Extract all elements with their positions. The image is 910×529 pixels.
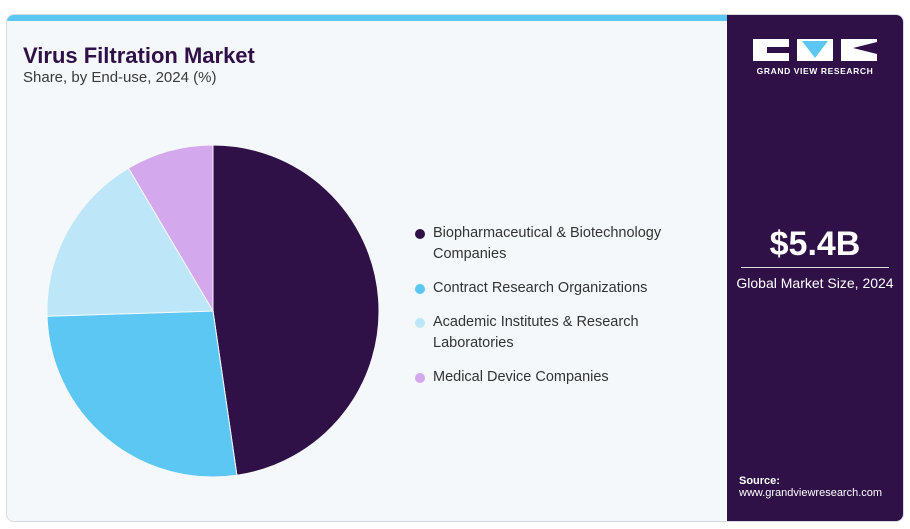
source-label: Source: <box>739 475 780 487</box>
brand-logo-icon <box>753 39 877 61</box>
sidebar: GRAND VIEW RESEARCH $5.4B Global Market … <box>727 15 903 521</box>
chart-card: Virus Filtration Market Share, by End-us… <box>6 14 904 522</box>
brand-name: GRAND VIEW RESEARCH <box>756 66 874 76</box>
kpi-divider <box>741 267 889 268</box>
legend-swatch <box>415 373 425 383</box>
pie-slice-2 <box>46 167 214 317</box>
legend-label: Medical Device Companies <box>433 369 609 385</box>
source-url: www.grandviewresearch.com <box>739 487 883 499</box>
legend-label: Academic Institutes & Research Laborator… <box>433 314 639 351</box>
legend-item-medical-device: Medical Device Companies <box>415 367 715 388</box>
chart-legend: Biopharmaceutical & Biotechnology Compan… <box>415 223 715 401</box>
pie-slice-3 <box>127 144 214 313</box>
market-size-value: $5.4B <box>769 225 861 263</box>
legend-swatch <box>415 318 425 328</box>
legend-swatch <box>415 284 425 294</box>
legend-item-cro: Contract Research Organizations <box>415 278 715 299</box>
brand-logo: GRAND VIEW RESEARCH <box>753 39 877 76</box>
legend-item-academic: Academic Institutes & Research Laborator… <box>415 312 715 354</box>
chart-subtitle: Share, by End-use, 2024 (%) <box>23 69 217 86</box>
legend-label: Contract Research Organizations <box>433 280 648 296</box>
legend-label: Biopharmaceutical & Biotechnology Compan… <box>433 225 662 262</box>
chart-panel: Virus Filtration Market Share, by End-us… <box>7 21 727 521</box>
pie-slice-0 <box>212 144 380 476</box>
legend-item-biopharma: Biopharmaceutical & Biotechnology Compan… <box>415 223 715 265</box>
legend-swatch <box>415 229 425 239</box>
source-note: Source: www.grandviewresearch.com <box>739 475 882 499</box>
market-size-label: Global Market Size, 2024 <box>736 275 894 291</box>
accent-bar <box>7 15 727 21</box>
chart-title: Virus Filtration Market <box>23 43 255 68</box>
pie-slice-1 <box>46 310 238 478</box>
pie-chart <box>46 144 380 478</box>
